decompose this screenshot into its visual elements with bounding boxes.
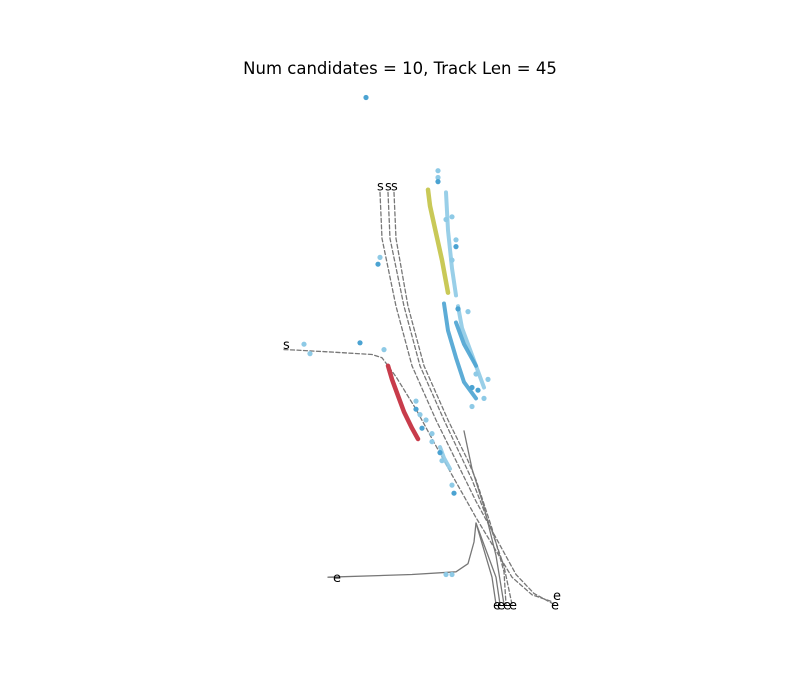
observation-track-3	[456, 304, 486, 390]
end-label: e	[493, 598, 501, 613]
observation-track-4	[454, 320, 478, 368]
observation-point	[449, 214, 455, 220]
observation-point	[417, 412, 423, 418]
observation-point	[429, 431, 435, 437]
observation-point	[435, 168, 441, 174]
observation-point	[449, 482, 455, 488]
observation-point	[443, 571, 449, 578]
start-label: s	[377, 180, 384, 195]
observation-point	[363, 94, 369, 101]
observation-track-2	[442, 301, 478, 401]
observation-point	[437, 450, 443, 456]
end-label: e	[333, 571, 341, 586]
end-label: e	[551, 598, 559, 613]
observation-track-1	[444, 190, 458, 298]
candidate-paths-layer	[283, 191, 555, 605]
candidate-path-1	[283, 348, 553, 603]
observation-point	[435, 179, 441, 185]
observation-point	[419, 425, 425, 431]
observation-point	[413, 398, 419, 404]
observation-point	[453, 237, 459, 243]
chart-title: Num candidates = 10, Track Len = 45	[243, 59, 557, 78]
end-label: e	[497, 598, 505, 613]
observation-point	[449, 257, 455, 263]
start-label: s	[283, 338, 290, 353]
highlight-track-red	[385, 363, 421, 442]
observation-point	[413, 406, 419, 412]
end-label: e	[503, 598, 511, 613]
observation-point	[439, 458, 445, 464]
observation-point	[357, 340, 363, 346]
observation-point	[451, 490, 457, 496]
end-label: e	[553, 589, 561, 604]
candidate-path-5	[327, 522, 501, 605]
observation-point	[485, 376, 491, 382]
observation-point	[465, 309, 471, 315]
end-label: e	[509, 598, 517, 613]
candidate-path-4	[393, 191, 507, 605]
observation-point	[473, 371, 479, 377]
candidate-path-3	[387, 191, 513, 605]
observation-track-5	[438, 445, 452, 471]
candidate-path-6	[463, 430, 505, 605]
observation-point	[443, 216, 449, 223]
start-label: s	[391, 180, 398, 195]
observation-point	[469, 403, 475, 410]
candidate-path-2	[379, 191, 555, 605]
observation-point	[453, 244, 459, 250]
observation-point	[475, 387, 481, 393]
observation-point	[455, 306, 461, 312]
observation-point	[481, 395, 487, 401]
highlight-track-yellow	[425, 187, 451, 295]
candidate-path-7	[475, 522, 497, 605]
observation-points-layer	[301, 94, 491, 578]
observation-point	[375, 261, 381, 267]
observation-point	[429, 439, 435, 445]
observation-point	[469, 384, 475, 391]
observation-point	[435, 174, 441, 181]
start-label: s	[385, 180, 392, 195]
highlight-tracks-layer	[385, 187, 451, 442]
observation-point	[381, 347, 387, 353]
observation-point	[449, 571, 455, 578]
observation-point	[301, 341, 307, 347]
observation-point	[423, 417, 429, 423]
observation-point	[377, 254, 383, 260]
observation-tracks-layer	[438, 190, 486, 471]
observation-point	[307, 351, 313, 357]
